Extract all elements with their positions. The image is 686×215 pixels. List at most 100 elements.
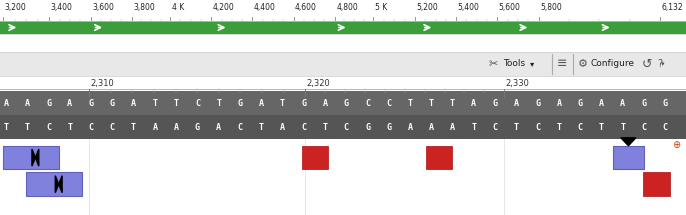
- Text: T: T: [216, 98, 221, 108]
- Text: 2,320: 2,320: [307, 79, 331, 88]
- Text: T: T: [3, 123, 8, 132]
- Text: G: G: [365, 123, 370, 132]
- Bar: [26, 172, 82, 196]
- Bar: [0, 0, 686, 21]
- Polygon shape: [32, 149, 36, 166]
- Text: A: A: [514, 98, 519, 108]
- Text: G: G: [110, 98, 115, 108]
- Text: 5 K: 5 K: [375, 3, 387, 12]
- Text: C: C: [344, 123, 348, 132]
- Text: G: G: [493, 98, 497, 108]
- Text: G: G: [301, 98, 306, 108]
- Text: T: T: [67, 123, 72, 132]
- Text: A: A: [131, 98, 136, 108]
- Text: T: T: [407, 98, 412, 108]
- Text: A: A: [556, 98, 561, 108]
- Text: T: T: [514, 123, 519, 132]
- Text: G: G: [88, 98, 93, 108]
- Bar: [0, 139, 686, 215]
- Text: C: C: [88, 123, 93, 132]
- Text: C: C: [641, 123, 646, 132]
- Text: 4,200: 4,200: [213, 3, 235, 12]
- Text: G: G: [46, 98, 51, 108]
- Text: 2,330: 2,330: [506, 79, 530, 88]
- Text: A: A: [152, 123, 157, 132]
- Text: ↺: ↺: [641, 57, 652, 71]
- Text: 5,400: 5,400: [458, 3, 480, 12]
- Text: 3,800: 3,800: [133, 3, 155, 12]
- Text: C: C: [301, 123, 306, 132]
- Text: C: C: [535, 123, 540, 132]
- Bar: [643, 172, 670, 196]
- Text: T: T: [620, 123, 625, 132]
- Text: C: C: [663, 123, 667, 132]
- Bar: [0, 21, 686, 34]
- Text: 3,200: 3,200: [5, 3, 27, 12]
- Text: G: G: [663, 98, 667, 108]
- Text: ▾: ▾: [661, 61, 665, 67]
- Text: C: C: [386, 98, 391, 108]
- Text: T: T: [152, 98, 157, 108]
- Text: G: G: [344, 98, 348, 108]
- Text: 4,800: 4,800: [336, 3, 358, 12]
- Text: A: A: [3, 98, 8, 108]
- Text: A: A: [599, 98, 604, 108]
- Text: T: T: [131, 123, 136, 132]
- Bar: [0, 91, 686, 115]
- Text: C: C: [578, 123, 582, 132]
- Polygon shape: [36, 149, 39, 166]
- Bar: [426, 146, 452, 169]
- Text: G: G: [578, 98, 582, 108]
- Text: G: G: [195, 123, 200, 132]
- Text: T: T: [450, 98, 455, 108]
- Text: 3,400: 3,400: [51, 3, 73, 12]
- Text: T: T: [25, 123, 29, 132]
- Text: T: T: [556, 123, 561, 132]
- Bar: [0, 52, 686, 76]
- Text: 3,600: 3,600: [92, 3, 114, 12]
- Text: Tools: Tools: [503, 60, 525, 69]
- Text: ⚙: ⚙: [578, 59, 588, 69]
- Text: T: T: [280, 98, 285, 108]
- Text: T: T: [471, 123, 476, 132]
- Text: G: G: [386, 123, 391, 132]
- Text: C: C: [237, 123, 242, 132]
- Text: T: T: [599, 123, 604, 132]
- Bar: [302, 146, 328, 169]
- Bar: [0, 34, 686, 52]
- Bar: [613, 146, 644, 169]
- Text: A: A: [25, 98, 29, 108]
- Text: C: C: [195, 98, 200, 108]
- Polygon shape: [56, 176, 59, 193]
- Text: 5,600: 5,600: [499, 3, 521, 12]
- Text: A: A: [174, 123, 178, 132]
- Text: ≡: ≡: [557, 57, 567, 71]
- Polygon shape: [621, 138, 636, 146]
- Text: C: C: [46, 123, 51, 132]
- Text: 6,132: 6,132: [661, 3, 683, 12]
- Text: A: A: [280, 123, 285, 132]
- Text: A: A: [471, 98, 476, 108]
- Text: T: T: [429, 98, 434, 108]
- Text: A: A: [620, 98, 625, 108]
- Text: G: G: [237, 98, 242, 108]
- Text: Configure: Configure: [591, 60, 635, 69]
- Text: ⊕: ⊕: [672, 140, 680, 150]
- Text: A: A: [216, 123, 221, 132]
- Text: T: T: [322, 123, 327, 132]
- Text: 4 K: 4 K: [172, 3, 184, 12]
- Text: ✂: ✂: [488, 59, 498, 69]
- Text: 5,800: 5,800: [540, 3, 562, 12]
- Bar: [0, 115, 686, 139]
- Text: 5,200: 5,200: [416, 3, 438, 12]
- Bar: [3, 146, 59, 169]
- Text: A: A: [450, 123, 455, 132]
- Text: 4,600: 4,600: [295, 3, 317, 12]
- Text: 4,400: 4,400: [254, 3, 276, 12]
- Text: T: T: [174, 98, 178, 108]
- Text: 2,310: 2,310: [91, 79, 115, 88]
- Text: C: C: [365, 98, 370, 108]
- Text: G: G: [535, 98, 540, 108]
- Text: G: G: [641, 98, 646, 108]
- Text: T: T: [259, 123, 263, 132]
